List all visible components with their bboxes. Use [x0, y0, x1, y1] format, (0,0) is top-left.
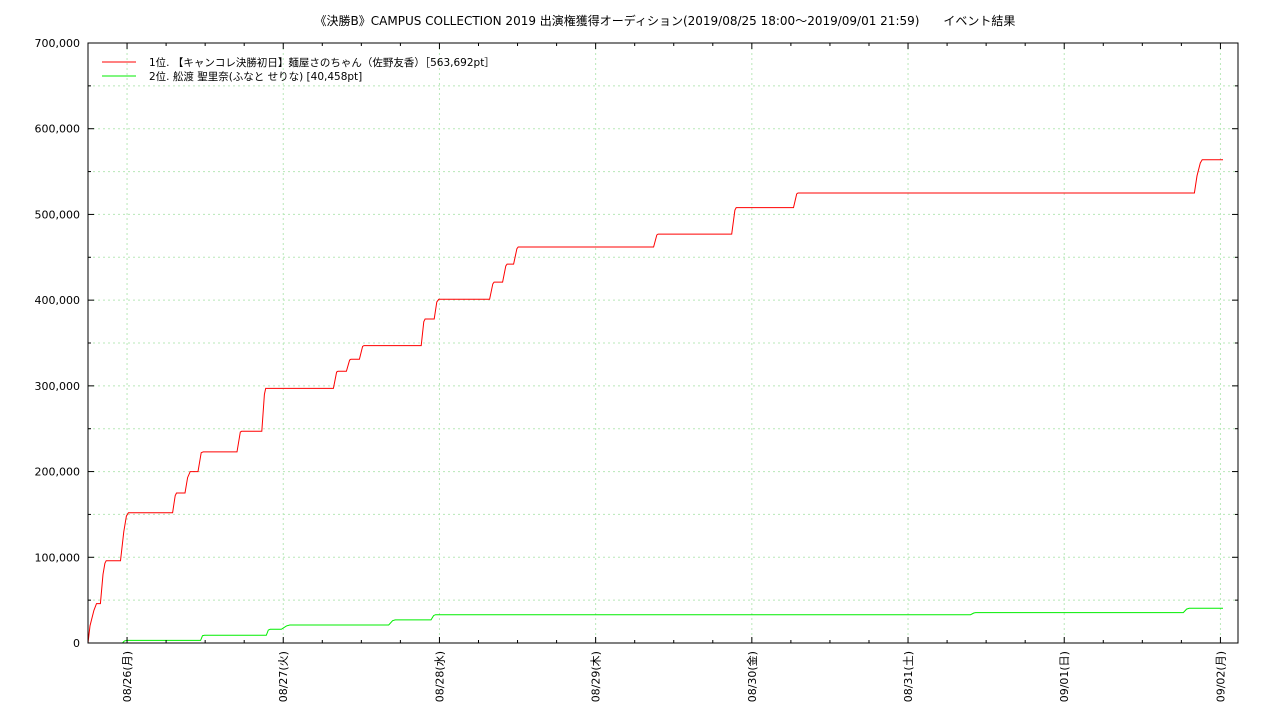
- y-tick-label: 300,000: [35, 380, 81, 393]
- legend-label-2: 2位. 舩渡 聖里奈(ふなと せりな) [40,458pt]: [149, 70, 362, 83]
- x-tick-label: 08/28(水): [433, 651, 446, 702]
- x-tick-label: 08/26(月): [121, 651, 134, 702]
- x-tick-label: 09/01(日): [1058, 651, 1071, 702]
- tick-labels: 0 100,000 200,000 300,000 400,000 500,000 600,…: [35, 37, 1228, 702]
- y-tick-label: 200,000: [35, 466, 81, 479]
- x-tick-label: 09/02(月): [1214, 651, 1227, 702]
- y-tick-label: 0: [73, 637, 80, 650]
- series-lines: [87, 159, 1223, 644]
- series-line-2: [122, 607, 1223, 644]
- x-tick-label: 08/30(金): [745, 651, 759, 702]
- x-tick-label: 08/27(火): [277, 651, 290, 702]
- legend-label-1: 1位. 【キャンコレ決勝初日】麺屋さのちゃん（佐野友香）［563,692pt］: [149, 56, 495, 69]
- chart-title: 《決勝B》CAMPUS COLLECTION 2019 出演権獲得オーディション…: [315, 13, 1016, 28]
- y-tick-label: 100,000: [35, 551, 81, 564]
- series-line-1: [87, 159, 1223, 644]
- x-tick-label: 08/31(土): [902, 651, 915, 702]
- y-tick-label: 600,000: [35, 123, 81, 136]
- axis-ticks: [87, 42, 1238, 644]
- x-tick-label: 08/29(木): [590, 651, 603, 702]
- y-tick-label: 400,000: [35, 294, 81, 307]
- y-tick-label: 500,000: [35, 208, 81, 221]
- grid-lines: [88, 43, 1238, 643]
- legend: 1位. 【キャンコレ決勝初日】麺屋さのちゃん（佐野友香）［563,692pt］2…: [102, 56, 495, 83]
- y-tick-label: 700,000: [35, 37, 81, 50]
